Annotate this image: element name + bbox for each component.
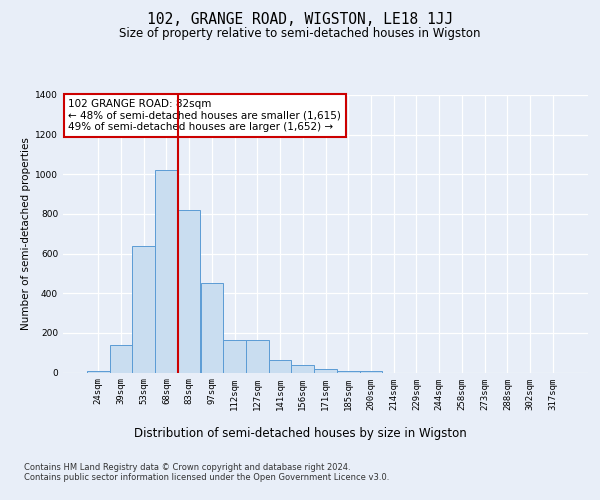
Bar: [155, 170, 178, 372]
Bar: [246, 340, 269, 372]
Bar: [269, 360, 292, 372]
Text: 102 GRANGE ROAD: 82sqm
← 48% of semi-detached houses are smaller (1,615)
49% of : 102 GRANGE ROAD: 82sqm ← 48% of semi-det…: [68, 99, 341, 132]
Y-axis label: Number of semi-detached properties: Number of semi-detached properties: [21, 138, 31, 330]
Bar: [133, 246, 155, 372]
Bar: [87, 370, 110, 372]
Bar: [110, 345, 133, 372]
Text: Distribution of semi-detached houses by size in Wigston: Distribution of semi-detached houses by …: [134, 428, 466, 440]
Bar: [314, 368, 337, 372]
Text: Contains HM Land Registry data © Crown copyright and database right 2024.
Contai: Contains HM Land Registry data © Crown c…: [24, 462, 389, 482]
Bar: [359, 370, 382, 372]
Text: 102, GRANGE ROAD, WIGSTON, LE18 1JJ: 102, GRANGE ROAD, WIGSTON, LE18 1JJ: [147, 12, 453, 28]
Bar: [337, 370, 359, 372]
Bar: [178, 210, 200, 372]
Bar: [292, 365, 314, 372]
Bar: [223, 340, 246, 372]
Bar: [200, 284, 223, 372]
Text: Size of property relative to semi-detached houses in Wigston: Size of property relative to semi-detach…: [119, 28, 481, 40]
